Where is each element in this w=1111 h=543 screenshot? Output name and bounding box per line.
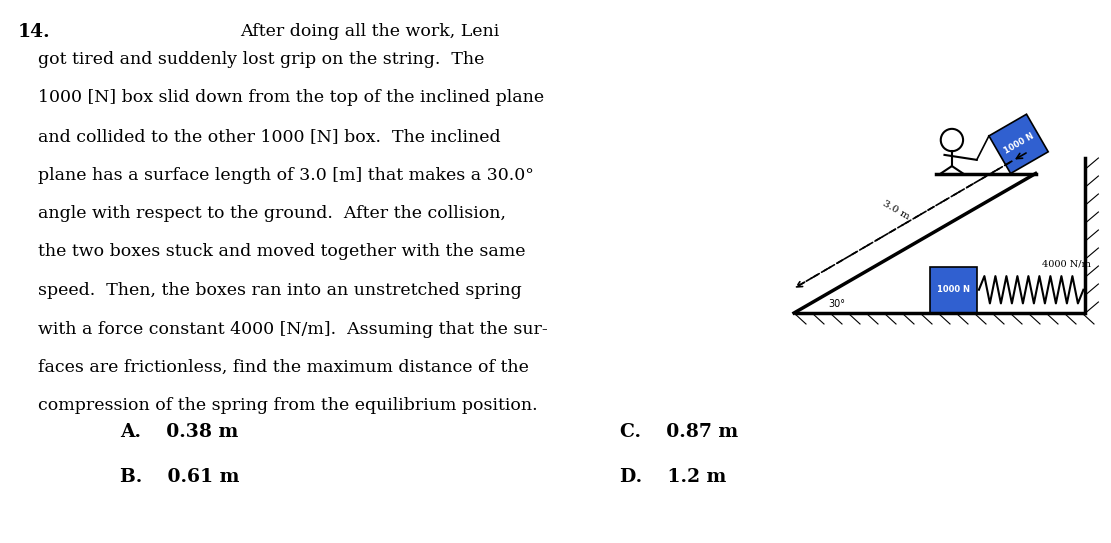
Text: C.  0.87 m: C. 0.87 m: [620, 423, 738, 441]
Text: B.  0.61 m: B. 0.61 m: [120, 468, 239, 486]
Text: D.  1.2 m: D. 1.2 m: [620, 468, 727, 486]
Text: got tired and suddenly lost grip on the string.  The: got tired and suddenly lost grip on the …: [38, 51, 484, 68]
Text: A.  0.38 m: A. 0.38 m: [120, 423, 238, 441]
Text: 30°: 30°: [828, 299, 845, 310]
Text: 4000 N/m: 4000 N/m: [1042, 259, 1091, 268]
Text: 1000 N: 1000 N: [1002, 132, 1035, 156]
Text: After doing all the work, Leni: After doing all the work, Leni: [240, 23, 500, 40]
Text: 3.0 m: 3.0 m: [881, 199, 911, 222]
Text: angle with respect to the ground.  After the collision,: angle with respect to the ground. After …: [38, 205, 506, 222]
Text: 14.: 14.: [18, 23, 51, 41]
Text: 1000 N: 1000 N: [938, 285, 970, 294]
Text: compression of the spring from the equilibrium position.: compression of the spring from the equil…: [38, 397, 538, 414]
Text: plane has a surface length of 3.0 [m] that makes a 30.0°: plane has a surface length of 3.0 [m] th…: [38, 167, 534, 184]
Text: faces are frictionless, find the maximum distance of the: faces are frictionless, find the maximum…: [38, 359, 529, 376]
Polygon shape: [989, 114, 1048, 174]
Text: and collided to the other 1000 [N] box.  The inclined: and collided to the other 1000 [N] box. …: [38, 128, 501, 145]
Text: the two boxes stuck and moved together with the same: the two boxes stuck and moved together w…: [38, 243, 526, 261]
Text: speed.  Then, the boxes ran into an unstretched spring: speed. Then, the boxes ran into an unstr…: [38, 282, 522, 299]
Bar: [930, 267, 977, 313]
Text: with a force constant 4000 [N/m].  Assuming that the sur-: with a force constant 4000 [N/m]. Assumi…: [38, 320, 548, 338]
Text: 1000 [N] box slid down from the top of the inclined plane: 1000 [N] box slid down from the top of t…: [38, 90, 544, 106]
